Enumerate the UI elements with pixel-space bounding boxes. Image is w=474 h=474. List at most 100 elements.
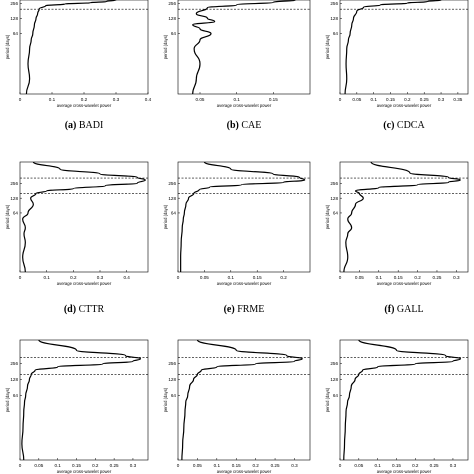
series-line [344,0,442,94]
x-tick-label: 0.05 [355,275,364,280]
x-tick-label: 0.25 [271,463,280,468]
plot-frame [339,339,469,461]
x-tick-label: 0.2 [280,275,287,280]
x-axis-label: average cross-wavelet power [217,281,272,286]
x-tick-label: 0.3 [97,275,104,280]
x-tick-label: 0.1 [374,463,381,468]
y-axis-label: period (days) [325,387,330,412]
x-axis-label: average cross-wavelet power [217,469,272,474]
series-line [21,340,142,460]
panel-caption: (b) CAE [227,120,262,131]
y-tick-label: 64 [13,211,19,216]
y-axis-label: period (days) [163,204,168,229]
x-tick-label: 0.25 [430,463,439,468]
panel-caption-letter: (a) [65,120,77,131]
x-axis-label: average cross-wavelet power [57,103,112,108]
x-tick-label: 0.05 [196,97,205,102]
y-tick-label: 256 [330,181,338,186]
panel-caption: (a) BADI [65,120,104,131]
panel-caption-letter: (d) [64,304,76,315]
panel-caption: (f) GALL [384,304,423,315]
x-tick-label: 0.1 [54,463,61,468]
plot-frame [19,339,149,461]
y-axis-label: period (days) [325,34,330,59]
y-axis-label: period (days) [163,34,168,59]
chart-panel: 0 0.1 0.2 0.3 0.4 256 128 64 average cross-wavel… [5,161,149,315]
x-tick-label: 0 [177,463,180,468]
x-tick-label: 0.2 [404,97,411,102]
panel-caption-name: CDCA [394,120,425,131]
panel-caption-letter: (b) [227,120,239,131]
x-tick-label: 0.3 [113,97,120,102]
panel-caption: (e) FRME [224,304,265,315]
x-axis-label: average cross-wavelet power [377,103,432,108]
y-tick-label: 256 [330,361,338,366]
x-tick-label: 0.4 [145,97,152,102]
y-tick-label: 128 [168,16,176,21]
x-tick-label: 0.2 [412,463,419,468]
x-tick-label: 0.15 [394,275,403,280]
x-axis-label: average cross-wavelet power [57,469,112,474]
series-line [192,0,296,94]
x-tick-label: 0.15 [72,463,81,468]
x-tick-label: 0.3 [438,97,445,102]
x-tick-label: 0.2 [70,275,77,280]
y-tick-label: 256 [10,361,18,366]
x-tick-label: 0.05 [193,463,202,468]
y-tick-label: 256 [10,181,18,186]
x-tick-label: 0.15 [386,97,395,102]
y-tick-label: 128 [330,377,338,382]
x-tick-label: 0.35 [453,97,462,102]
series-line [25,0,117,94]
chart-panel: 0 0.05 0.1 0.15 0.2 0.25 0.3 0.35 256 128 64 averag… [325,0,469,131]
x-tick-label: 0.3 [291,463,298,468]
chart-panel: 0 0.05 0.1 0.15 0.2 0.25 0.3 256 128 64 average cr… [163,339,311,474]
y-tick-label: 64 [171,211,177,216]
x-tick-label: 0.05 [354,463,363,468]
y-tick-label: 256 [168,181,176,186]
plot-frame [339,161,469,273]
y-tick-label: 256 [330,1,338,6]
series-line [343,162,461,272]
y-tick-label: 64 [13,393,19,398]
x-tick-label: 0.1 [214,463,221,468]
x-tick-label: 0.3 [450,463,457,468]
x-tick-label: 0.2 [92,463,99,468]
x-tick-label: 0.3 [130,463,137,468]
y-tick-label: 256 [10,1,18,6]
x-tick-label: 0.1 [376,275,383,280]
x-tick-label: 0.15 [392,463,401,468]
y-tick-label: 128 [168,377,176,382]
x-tick-label: 0.2 [81,97,88,102]
x-tick-label: 0.15 [232,463,241,468]
x-tick-label: 0.05 [200,275,209,280]
panel-caption-letter: (c) [383,120,394,131]
plot-frame [177,161,311,273]
y-tick-label: 64 [13,31,19,36]
panel-caption-name: CAE [239,120,262,131]
series-line [343,340,462,460]
series-line [22,162,146,272]
x-tick-label: 0 [177,275,180,280]
panel-caption: (d) CTTR [64,304,105,315]
y-tick-label: 128 [10,196,18,201]
x-axis-label: average cross-wavelet power [57,281,112,286]
panel-caption-name: BADI [76,120,103,131]
chart-panel: 0 0.05 0.1 0.15 0.2 0.25 0.3 256 128 64 average cr… [325,339,469,474]
chart-panel: 0 0.1 0.2 0.3 0.4 256 128 64 average cross-wavel… [5,0,152,131]
y-axis-label: period (days) [5,204,10,229]
y-tick-label: 128 [10,16,18,21]
panel-caption-name: CTTR [76,304,104,315]
y-axis-label: period (days) [5,34,10,59]
x-tick-label: 0.3 [453,275,460,280]
x-tick-label: 0.05 [352,97,361,102]
x-tick-label: 0 [19,463,22,468]
plot-frame [339,0,469,95]
y-tick-label: 64 [333,31,339,36]
y-tick-label: 256 [168,1,176,6]
series-line [180,162,306,272]
x-axis-label: average cross-wavelet power [217,103,272,108]
chart-panel: 0.05 0.1 0.15 256 128 64 average cross-wavelet… [163,0,311,131]
y-tick-label: 128 [330,16,338,21]
